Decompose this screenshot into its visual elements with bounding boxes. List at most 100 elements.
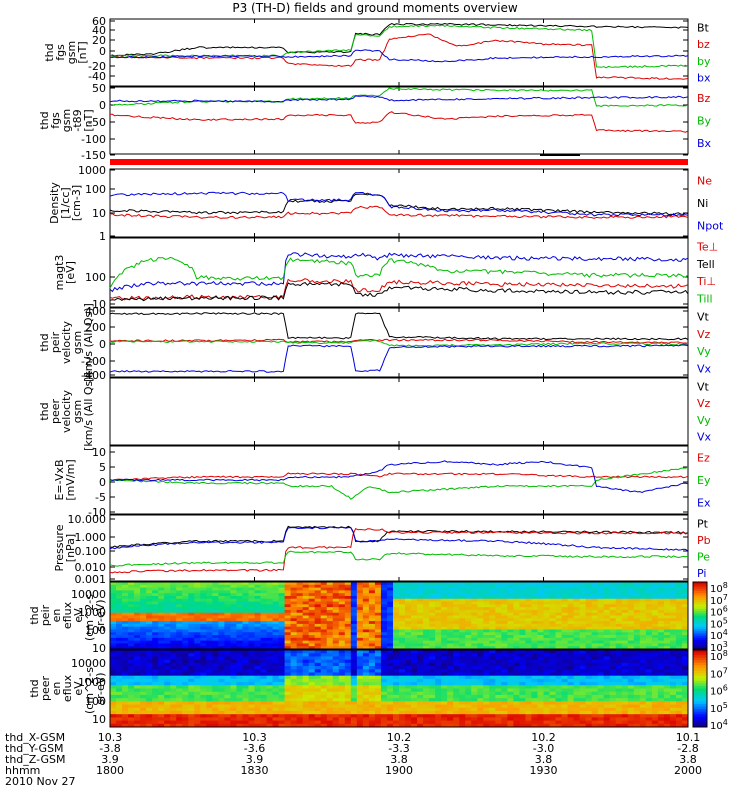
heatmap-cell: [513, 720, 520, 725]
heatmap-cell: [663, 629, 671, 633]
heatmap-cell: [368, 601, 376, 605]
heatmap-cell: [188, 593, 195, 597]
heatmap-cell: [477, 682, 484, 686]
heatmap-cell: [362, 720, 370, 725]
heatmap-cell: [603, 710, 611, 715]
heatmap-cell: [513, 607, 520, 611]
heatmap-cell: [669, 717, 677, 721]
heatmap-cell: [158, 629, 165, 633]
heatmap-cell: [567, 582, 574, 586]
heatmap-cell: [621, 621, 629, 625]
heatmap-cell: [537, 656, 544, 661]
heatmap-cell: [110, 656, 117, 661]
heatmap-cell: [374, 717, 382, 721]
heatmap-cell: [296, 607, 304, 611]
heatmap-cell: [519, 704, 526, 709]
heatmap-cell: [639, 701, 647, 705]
heatmap-cell: [681, 688, 689, 693]
heatmap-cell: [308, 659, 316, 664]
heatmap-cell: [314, 710, 322, 715]
heatmap-cell: [338, 612, 346, 616]
heatmap-cell: [140, 688, 147, 693]
heatmap-cell: [194, 590, 201, 594]
heatmap-cell: [513, 707, 520, 712]
heatmap-cell: [405, 653, 412, 657]
heatmap-cell: [146, 607, 153, 611]
heatmap-cell: [645, 662, 653, 667]
heatmap-cell: [212, 646, 219, 650]
heatmap-cell: [140, 582, 147, 586]
heatmap-cell: [296, 653, 304, 657]
heatmap-cell: [411, 723, 418, 728]
heatmap-cell: [362, 601, 370, 605]
heatmap-cell: [651, 704, 659, 709]
heatmap-cell: [224, 646, 231, 650]
heatmap-cell: [368, 626, 376, 630]
panel-frame: [109, 18, 689, 87]
heatmap-cell: [224, 584, 231, 588]
heatmap-cell: [128, 598, 135, 602]
heatmap-cell: [651, 646, 659, 650]
heatmap-cell: [332, 720, 340, 725]
heatmap-cell: [447, 637, 454, 642]
heatmap-cell: [423, 691, 430, 696]
heatmap-cell: [356, 626, 364, 630]
heatmap-cell: [164, 632, 171, 636]
heatmap-cell: [609, 584, 617, 588]
heatmap-cell: [675, 637, 683, 642]
heatmap-cell: [639, 618, 647, 622]
ytick-label: 10000: [71, 588, 106, 601]
heatmap-cell: [218, 623, 225, 628]
heatmap-cell: [290, 587, 298, 591]
heatmap-cell: [218, 710, 225, 715]
heatmap-cell: [344, 609, 352, 614]
heatmap-cell: [344, 643, 352, 647]
heatmap-cell: [140, 640, 147, 644]
heatmap-cell: [417, 629, 424, 633]
heatmap-cell: [675, 707, 683, 712]
heatmap-frame: [109, 581, 689, 650]
heatmap-cell: [501, 587, 508, 591]
heatmap-cell: [483, 643, 490, 647]
heatmap-cell: [320, 643, 328, 647]
heatmap-cell: [392, 593, 400, 597]
heatmap-cell: [579, 637, 587, 642]
heatmap-cell: [681, 650, 689, 654]
panel-ylabel: fgs: [49, 112, 62, 129]
heatmap-cell: [525, 688, 532, 693]
heatmap-cell: [380, 584, 388, 588]
heatmap-cell: [344, 707, 352, 712]
heatmap-cell: [591, 637, 599, 642]
heatmap-cell: [140, 707, 147, 712]
heatmap-cell: [308, 612, 316, 616]
heatmap-cell: [579, 659, 587, 664]
heatmap-cell: [272, 623, 279, 628]
heatmap-cell: [242, 688, 249, 693]
heatmap-cell: [465, 621, 472, 625]
heatmap-cell: [110, 717, 117, 721]
heatmap-cell: [555, 672, 562, 677]
heatmap-cell: [627, 618, 635, 622]
heatmap-cell: [561, 607, 568, 611]
colorbar-cell: [693, 595, 707, 599]
heatmap-cell: [675, 675, 683, 680]
heatmap-cell: [356, 640, 364, 644]
heatmap-cell: [356, 694, 364, 699]
heatmap-cell: [356, 582, 364, 586]
heatmap-cell: [152, 669, 159, 673]
heatmap-cell: [525, 595, 532, 600]
heatmap-cell: [338, 646, 346, 650]
heatmap-cell: [681, 598, 689, 602]
heatmap-cell: [525, 623, 532, 628]
heatmap-cell: [200, 707, 207, 712]
heatmap-cell: [477, 646, 484, 650]
heatmap-cell: [296, 643, 304, 647]
heatmap-cell: [411, 590, 418, 594]
heatmap-cell: [290, 618, 298, 622]
heatmap-cell: [200, 637, 207, 642]
heatmap-cell: [645, 584, 653, 588]
heatmap-cell: [447, 595, 454, 600]
heatmap-cell: [344, 595, 352, 600]
heatmap-cell: [326, 723, 334, 728]
heatmap-cell: [531, 582, 538, 586]
